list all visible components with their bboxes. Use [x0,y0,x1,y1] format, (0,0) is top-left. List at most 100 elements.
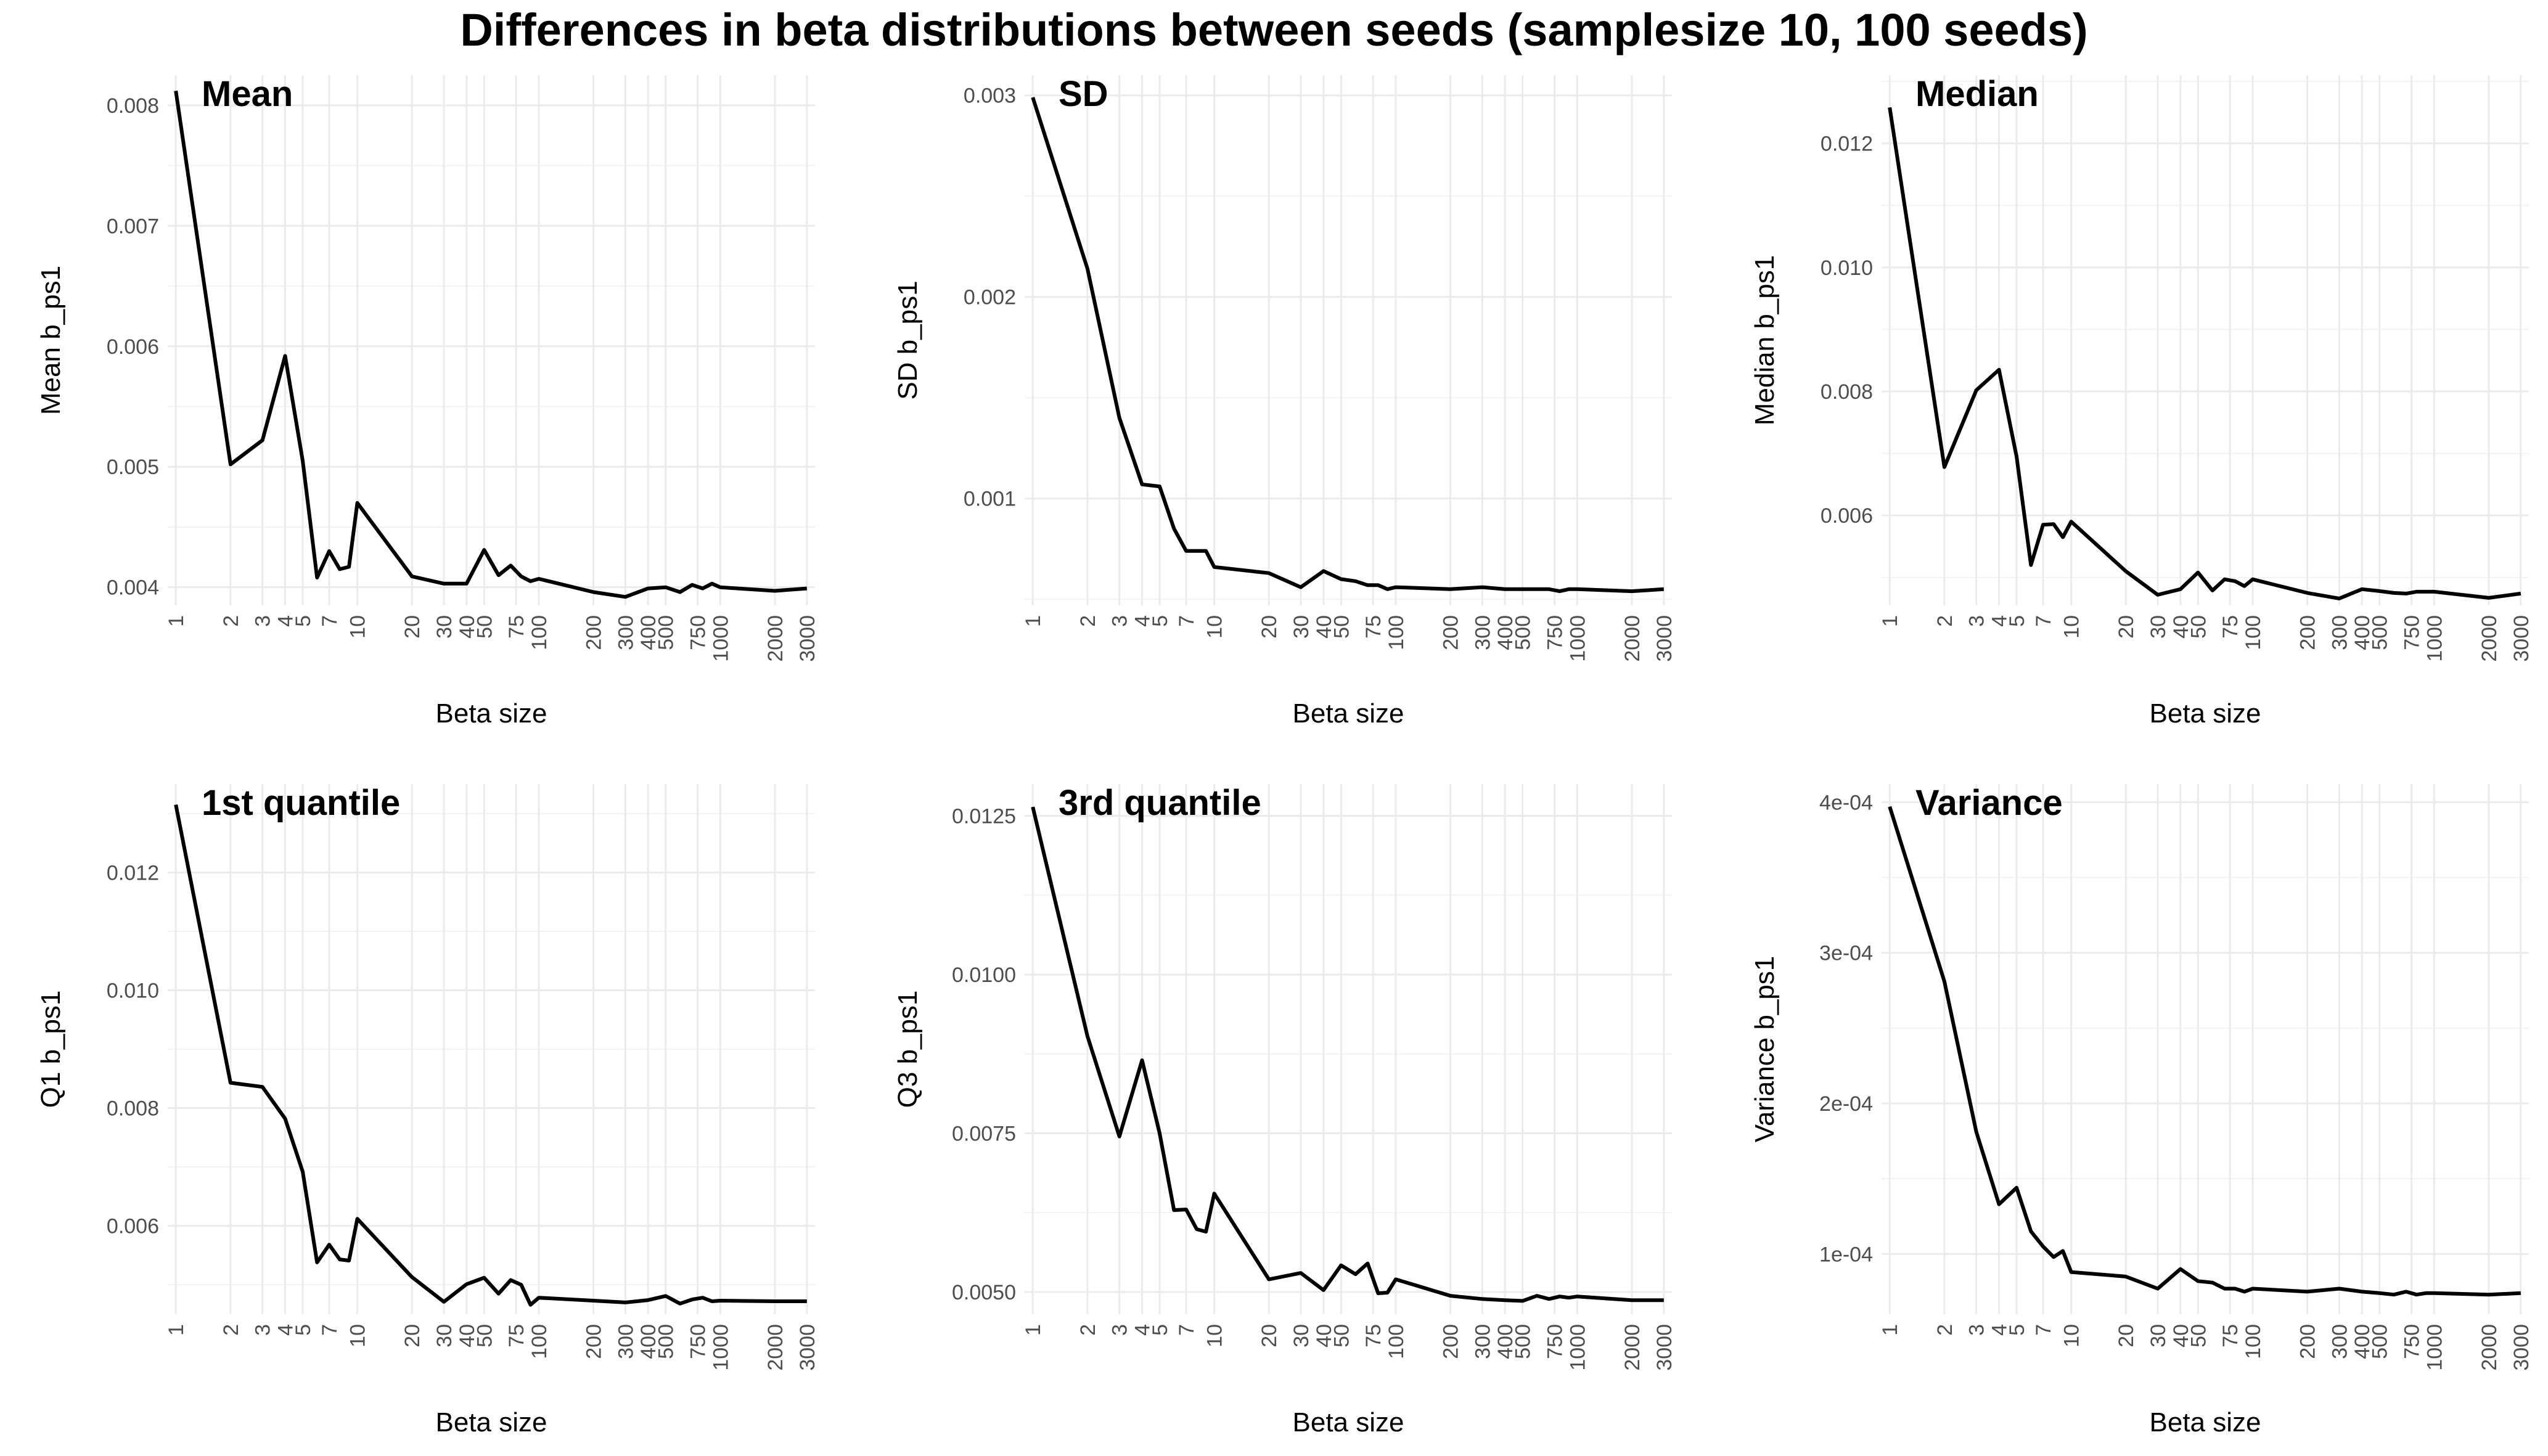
x-tick-label: 4 [1131,615,1154,627]
y-tick-label: 0.002 [964,286,1016,309]
x-tick-label: 10 [2060,615,2084,639]
x-tick-label: 20 [1258,1324,1281,1348]
x-tick-label: 100 [1385,615,1408,650]
x-tick-label: 4 [274,615,297,627]
x-tick-label: 1000 [1566,615,1589,662]
y-tick-label: 0.005 [107,456,159,479]
x-tick-label: 400 [2351,1324,2374,1359]
x-axis-title: Beta size [436,1407,547,1438]
y-tick-label: 0.0125 [952,804,1016,828]
y-axis-title: Q1 b_ps1 [36,991,66,1108]
x-tick-label: 1 [1878,1324,1902,1336]
x-tick-label: 2000 [764,1324,787,1371]
x-tick-label: 1000 [2423,1324,2446,1371]
x-tick-label: 5 [292,1324,315,1336]
y-axis-title: Variance b_ps1 [1750,956,1780,1143]
x-tick-label: 400 [1494,615,1517,650]
x-tick-label: 3000 [796,1324,819,1371]
x-tick-label: 3000 [796,615,819,662]
x-tick-label: 40 [456,615,479,639]
y-tick-label: 3e-04 [1819,942,1873,965]
x-tick-label: 200 [2296,615,2320,650]
x-tick-label: 5 [1149,1324,1172,1336]
x-tick-label: 30 [1290,1324,1313,1348]
x-tick-label: 50 [2187,615,2210,639]
series-line [1888,107,2521,600]
x-tick-label: 50 [1330,615,1353,639]
x-tick-label: 200 [1440,615,1463,650]
y-axis-title: SD b_ps1 [893,280,923,399]
x-tick-label: 40 [456,1324,479,1348]
x-tick-label: 3 [1108,615,1132,627]
series-line [1888,806,2521,1297]
x-tick-label: 100 [528,1324,551,1359]
x-tick-label: 100 [2242,615,2265,650]
chart-main-title: Differences in beta distributions betwee… [460,4,2088,55]
x-axis-title: Beta size [2150,1407,2261,1438]
y-tick-label: 0.006 [107,335,159,359]
x-tick-label: 300 [2328,1324,2351,1359]
y-tick-label: 0.0075 [952,1122,1016,1145]
x-tick-label: 200 [2296,1324,2320,1359]
y-tick-label: 4e-04 [1819,791,1873,814]
series-line [1031,806,1664,1303]
x-tick-label: 200 [583,1324,606,1359]
x-tick-label: 100 [528,615,551,650]
x-tick-label: 50 [473,615,496,639]
x-tick-label: 2 [1076,1324,1100,1336]
x-tick-label: 2 [1076,615,1100,627]
y-tick-label: 0.0050 [952,1281,1016,1304]
x-tick-label: 10 [1203,615,1227,639]
x-tick-label: 200 [583,615,606,650]
series-line [174,804,807,1307]
x-tick-label: 200 [1440,1324,1463,1359]
series-line [1031,97,1664,594]
x-tick-label: 40 [1313,1324,1336,1348]
panel-title: Mean [202,74,293,114]
x-tick-label: 500 [655,615,678,650]
x-tick-label: 2 [219,615,243,627]
y-tick-label: 0.008 [1821,380,1873,404]
x-tick-label: 30 [2147,615,2170,639]
x-tick-label: 300 [1471,1324,1494,1359]
x-tick-label: 1 [1022,615,1045,627]
x-tick-label: 50 [473,1324,496,1348]
x-tick-label: 1000 [709,615,732,662]
x-tick-label: 30 [1290,615,1313,639]
x-tick-label: 3 [252,615,275,627]
x-tick-label: 2000 [2478,615,2501,662]
x-tick-label: 4 [274,1324,297,1336]
x-tick-label: 20 [2115,1324,2138,1348]
x-tick-label: 2 [1933,615,1957,627]
x-axis-title: Beta size [1293,698,1404,729]
x-tick-label: 4 [1988,615,2011,627]
x-tick-label: 400 [637,1324,660,1359]
x-tick-label: 5 [2005,1324,2029,1336]
x-tick-label: 10 [346,615,370,639]
x-tick-label: 40 [2169,615,2193,639]
x-tick-label: 100 [1385,1324,1408,1359]
y-axis-title: Mean b_ps1 [36,266,66,415]
x-tick-label: 2 [1933,1324,1957,1336]
x-tick-label: 300 [2328,615,2351,650]
y-axis-title: Median b_ps1 [1750,255,1780,425]
x-tick-label: 500 [655,1324,678,1359]
x-axis-title: Beta size [2150,698,2261,729]
x-tick-label: 400 [1494,1324,1517,1359]
panel-title: Variance [1915,783,2063,823]
x-tick-label: 7 [1175,615,1198,627]
x-tick-label: 300 [614,1324,637,1359]
x-tick-label: 10 [1203,1324,1227,1348]
x-tick-label: 20 [401,615,424,639]
y-tick-label: 0.008 [107,94,159,118]
x-tick-label: 750 [2401,1324,2424,1359]
y-tick-label: 2e-04 [1819,1092,1873,1116]
y-tick-label: 0.012 [1821,133,1873,156]
x-tick-label: 40 [2169,1324,2193,1348]
x-tick-label: 75 [1362,1324,1385,1348]
x-tick-label: 7 [1175,1324,1198,1336]
